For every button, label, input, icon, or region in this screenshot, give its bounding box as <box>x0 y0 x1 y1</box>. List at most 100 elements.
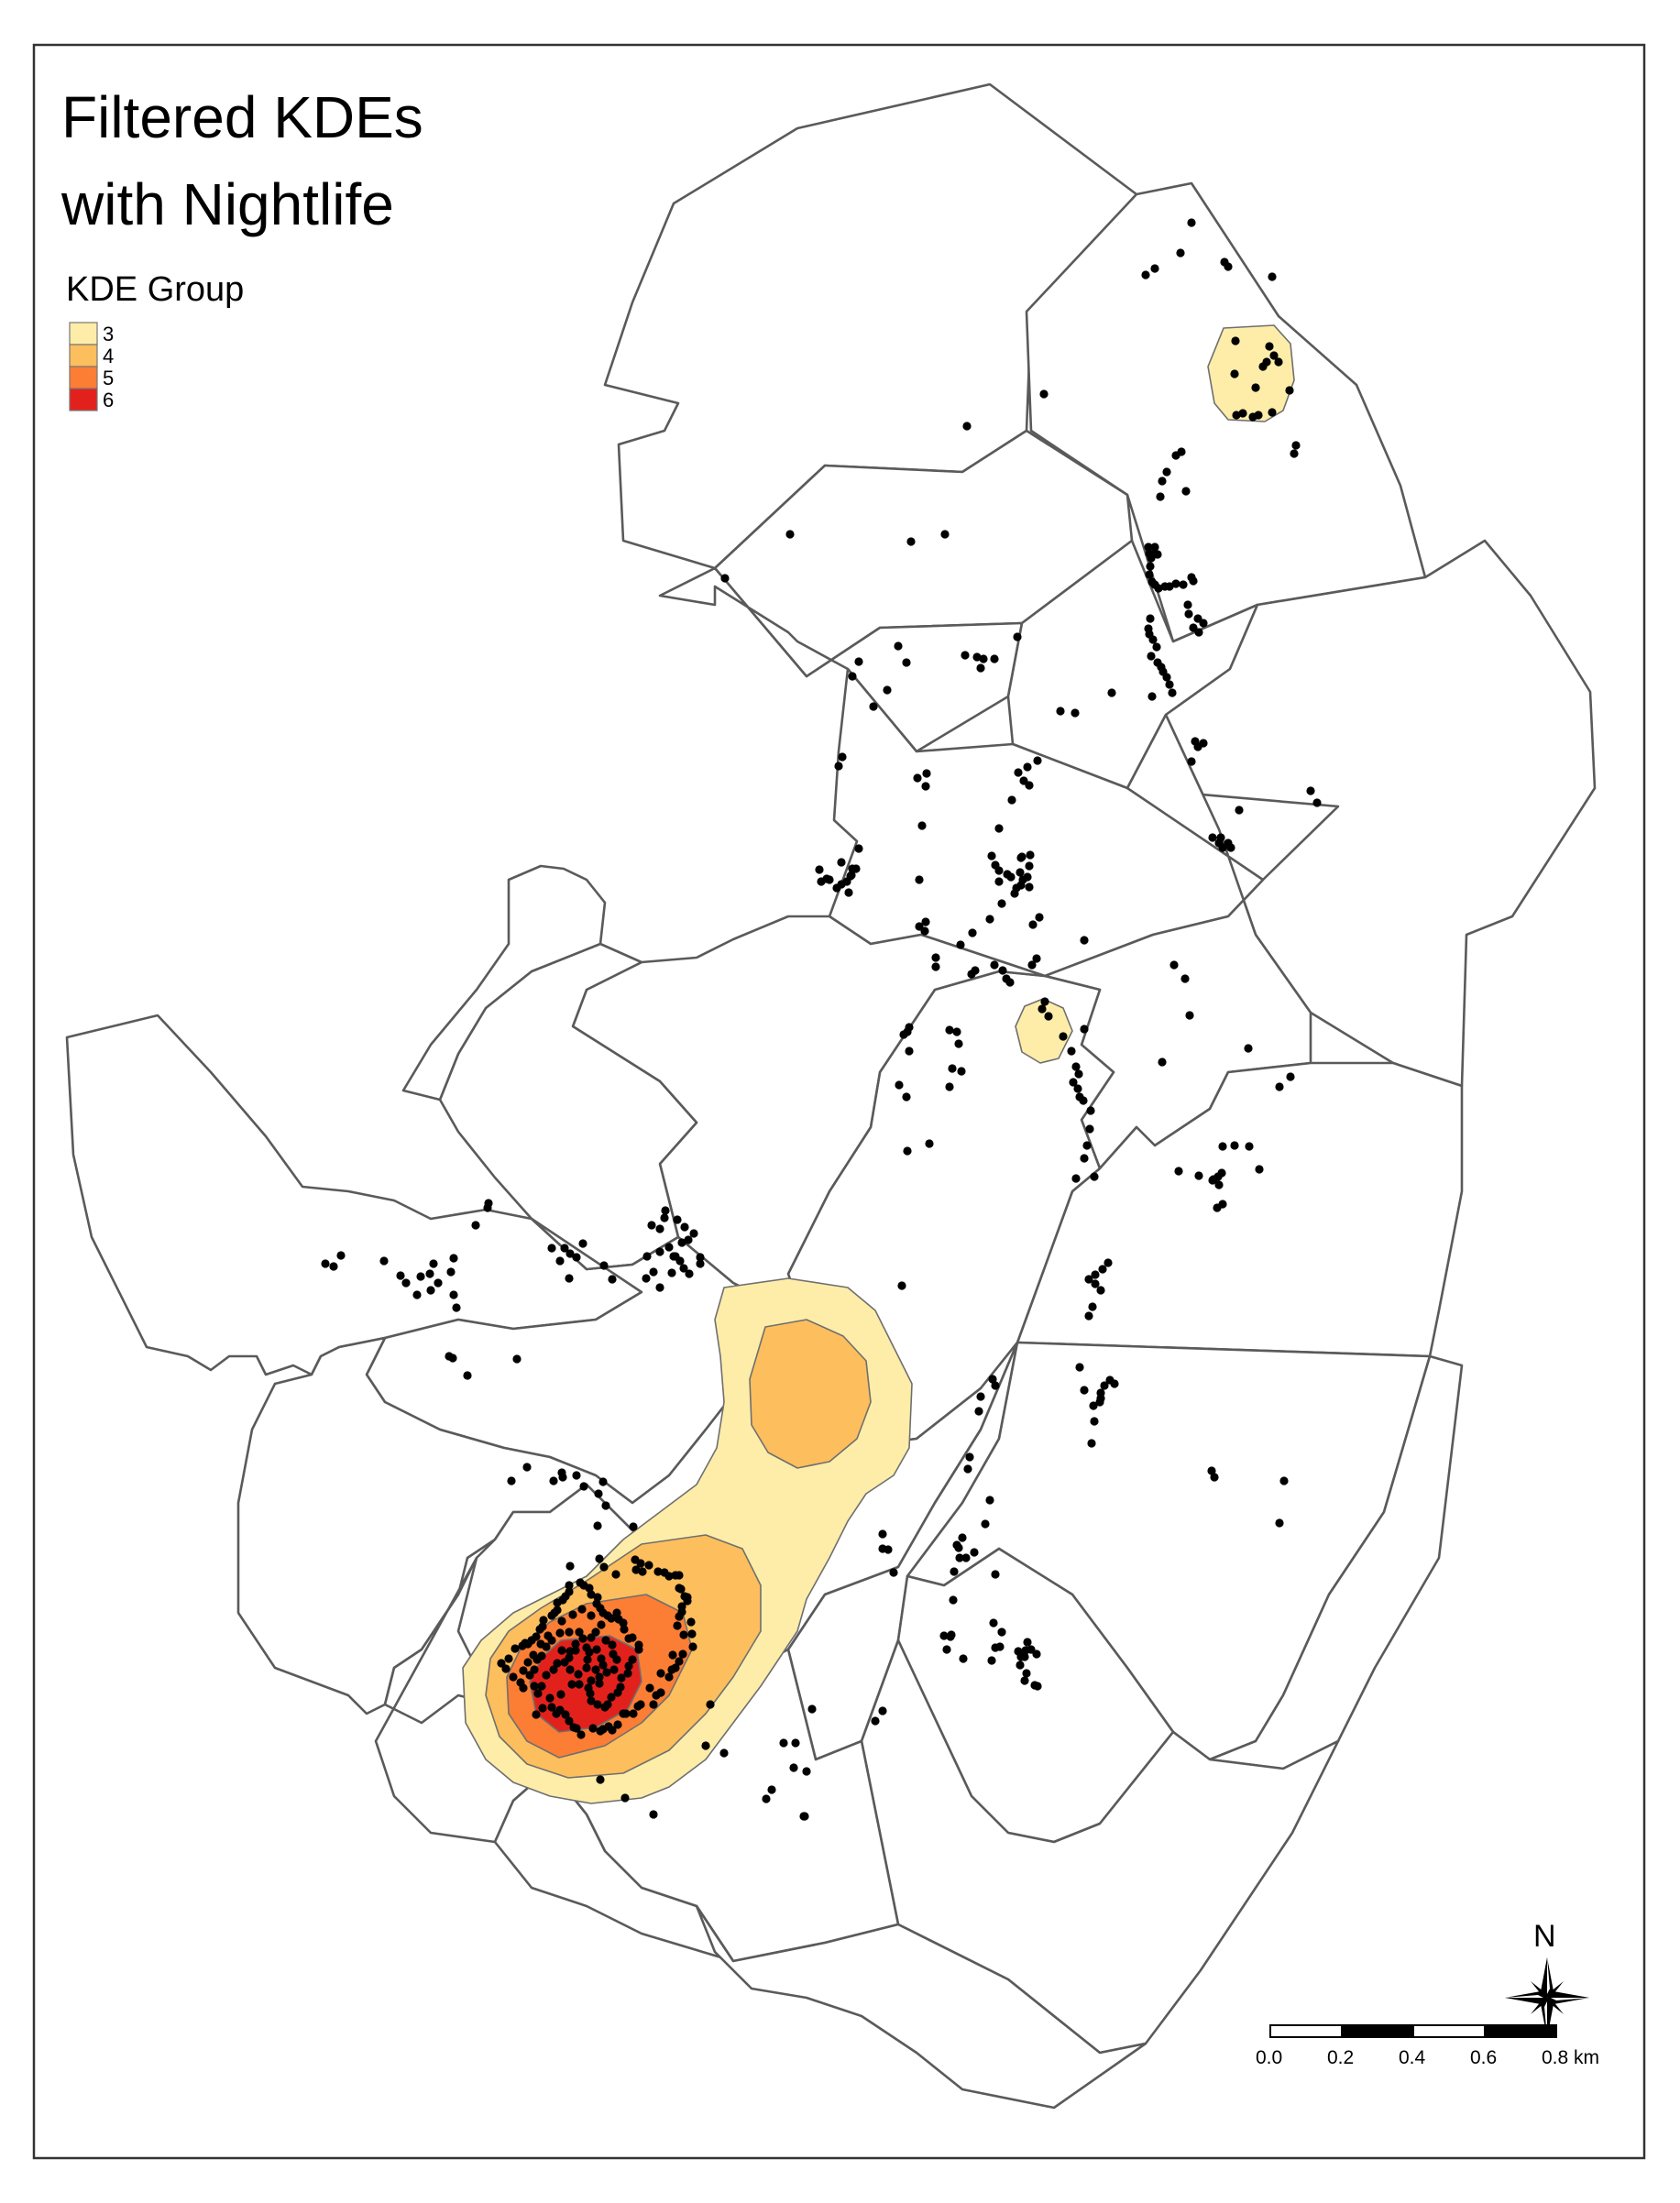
nightlife-point <box>429 1259 438 1268</box>
nightlife-point <box>1026 850 1035 860</box>
nightlife-point <box>1214 1180 1224 1189</box>
nightlife-point <box>542 1671 551 1680</box>
nightlife-point <box>1067 1047 1076 1056</box>
nightlife-point <box>1258 362 1268 371</box>
nightlife-point <box>1162 673 1171 682</box>
nightlife-point <box>1232 411 1241 420</box>
nightlife-point <box>329 1262 338 1271</box>
nightlife-point <box>990 654 999 663</box>
nightlife-point <box>815 865 824 874</box>
nightlife-point <box>631 1565 641 1574</box>
nightlife-point <box>789 1763 798 1772</box>
map-frame <box>32 43 1646 2160</box>
nightlife-point <box>1194 1171 1203 1180</box>
nightlife-point <box>897 1281 906 1290</box>
nightlife-point <box>1153 550 1162 559</box>
nightlife-point <box>1071 708 1080 718</box>
nightlife-point <box>869 702 878 711</box>
nightlife-point <box>854 657 863 666</box>
nightlife-point <box>902 658 911 667</box>
nightlife-point <box>544 1631 553 1640</box>
nightlife-point <box>507 1476 516 1485</box>
nightlife-point <box>1148 635 1158 644</box>
nightlife-point <box>599 1562 609 1572</box>
nightlife-point <box>620 1793 630 1803</box>
nightlife-point <box>990 960 999 970</box>
nightlife-point <box>612 1655 621 1664</box>
legend-swatch-5 <box>69 366 98 389</box>
nightlife-point <box>883 685 892 695</box>
nightlife-point <box>593 1700 602 1709</box>
nightlife-point <box>987 1656 996 1665</box>
nightlife-point <box>655 1224 664 1233</box>
nightlife-point <box>583 1655 592 1664</box>
nightlife-point <box>574 1670 583 1679</box>
nightlife-point <box>1165 680 1174 689</box>
legend-swatch-3 <box>69 322 98 345</box>
nightlife-point <box>913 773 922 783</box>
nightlife-point <box>1154 584 1163 593</box>
nightlife-point <box>532 1632 541 1641</box>
nightlife-point <box>545 1693 555 1703</box>
nightlife-point <box>802 1767 811 1776</box>
nightlife-point <box>696 1259 705 1268</box>
scale-tick-3: 0.6 <box>1470 2047 1497 2068</box>
nightlife-point <box>1268 272 1277 281</box>
nightlife-point <box>636 1559 645 1568</box>
nightlife-point <box>1033 1682 1042 1691</box>
nightlife-point <box>673 1621 682 1630</box>
nightlife-point <box>1168 688 1177 697</box>
nightlife-point <box>1090 1417 1099 1426</box>
nightlife-point <box>1194 628 1203 637</box>
nightlife-point <box>642 1252 652 1261</box>
nightlife-point <box>1082 1141 1092 1150</box>
nightlife-point <box>683 1596 692 1606</box>
legend-swatch-6 <box>69 388 98 411</box>
nightlife-point <box>611 1570 620 1579</box>
nightlife-point <box>577 1605 587 1614</box>
nightlife-point <box>497 1659 506 1668</box>
nightlife-point <box>511 1644 520 1653</box>
nightlife-point <box>1038 1004 1047 1014</box>
nightlife-point <box>1016 853 1026 862</box>
nightlife-point <box>578 1634 587 1643</box>
nightlife-point <box>994 824 1004 833</box>
nightlife-point <box>762 1794 771 1803</box>
nightlife-point <box>617 1673 626 1682</box>
nightlife-point <box>1255 1165 1264 1174</box>
nightlife-point <box>525 1671 534 1680</box>
nightlife-point <box>565 1274 574 1283</box>
nightlife-points-layer <box>321 218 1322 1821</box>
nightlife-point <box>602 1668 611 1677</box>
nightlife-point <box>565 1562 575 1571</box>
nightlife-point <box>1040 997 1049 1006</box>
nightlife-point <box>547 1703 556 1712</box>
nightlife-point <box>598 1477 608 1486</box>
nightlife-point <box>1013 632 1022 641</box>
nightlife-point <box>871 1716 880 1726</box>
nightlife-point <box>1071 1174 1081 1183</box>
north-label: N <box>1533 1919 1556 1954</box>
nightlife-point <box>676 1584 686 1594</box>
nightlife-point <box>595 1679 604 1688</box>
nightlife-point <box>553 1659 562 1668</box>
nightlife-point <box>1251 383 1260 392</box>
nightlife-point <box>1210 1473 1219 1482</box>
scale-bar-segment-2 <box>1341 2024 1414 2038</box>
kde-group-3-north <box>1207 324 1295 422</box>
nightlife-point <box>509 1672 518 1682</box>
nightlife-point <box>560 1244 569 1253</box>
nightlife-point <box>952 1027 961 1036</box>
nightlife-point <box>595 1672 604 1682</box>
nightlife-point <box>1080 1025 1089 1034</box>
nightlife-point <box>1091 1270 1100 1279</box>
nightlife-point <box>987 851 996 860</box>
nightlife-point <box>1069 1078 1078 1087</box>
nightlife-point <box>1156 492 1165 501</box>
nightlife-point <box>579 1482 588 1491</box>
nightlife-point <box>629 1709 638 1718</box>
nightlife-point <box>379 1256 389 1266</box>
nightlife-point <box>1007 795 1016 805</box>
nightlife-point <box>791 1738 800 1748</box>
nightlife-point <box>720 574 730 583</box>
